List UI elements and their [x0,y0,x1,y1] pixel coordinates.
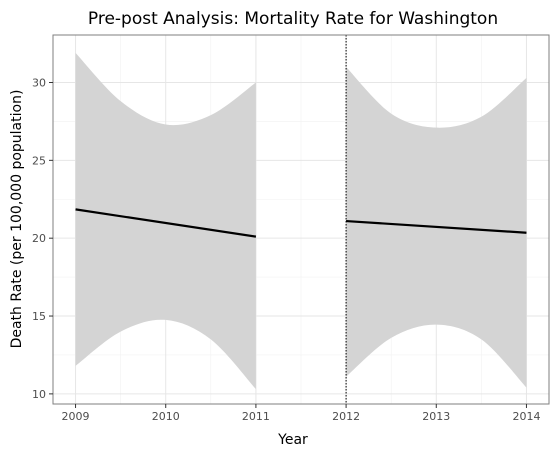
trend-line-pre [75,208,257,238]
x-tick-label: 2012 [332,410,360,423]
y-axis-title: Death Rate (per 100,000 population) [9,90,25,349]
x-tick-label: 2009 [62,410,90,423]
y-tick-label: 30 [32,76,46,89]
y-tick-label: 25 [32,154,46,167]
confidence-band-pre [75,52,256,390]
y-tick-label: 20 [32,232,46,245]
y-tick-label: 10 [32,388,46,401]
x-axis-title: Year [277,432,308,448]
plot-area: 2009 2010 2011 2012 2013 2014 10 15 20 25 30 [32,34,550,423]
trend-line-post [346,219,527,234]
y-tick-label: 15 [32,310,46,323]
x-tick-label: 2011 [242,410,270,423]
plot-border [52,34,550,405]
x-tick-label: 2014 [512,410,540,423]
x-tick-label: 2013 [422,410,450,423]
x-tick-label: 2010 [152,410,180,423]
chart-title: Pre-post Analysis: Mortality Rate for Wa… [88,9,498,29]
